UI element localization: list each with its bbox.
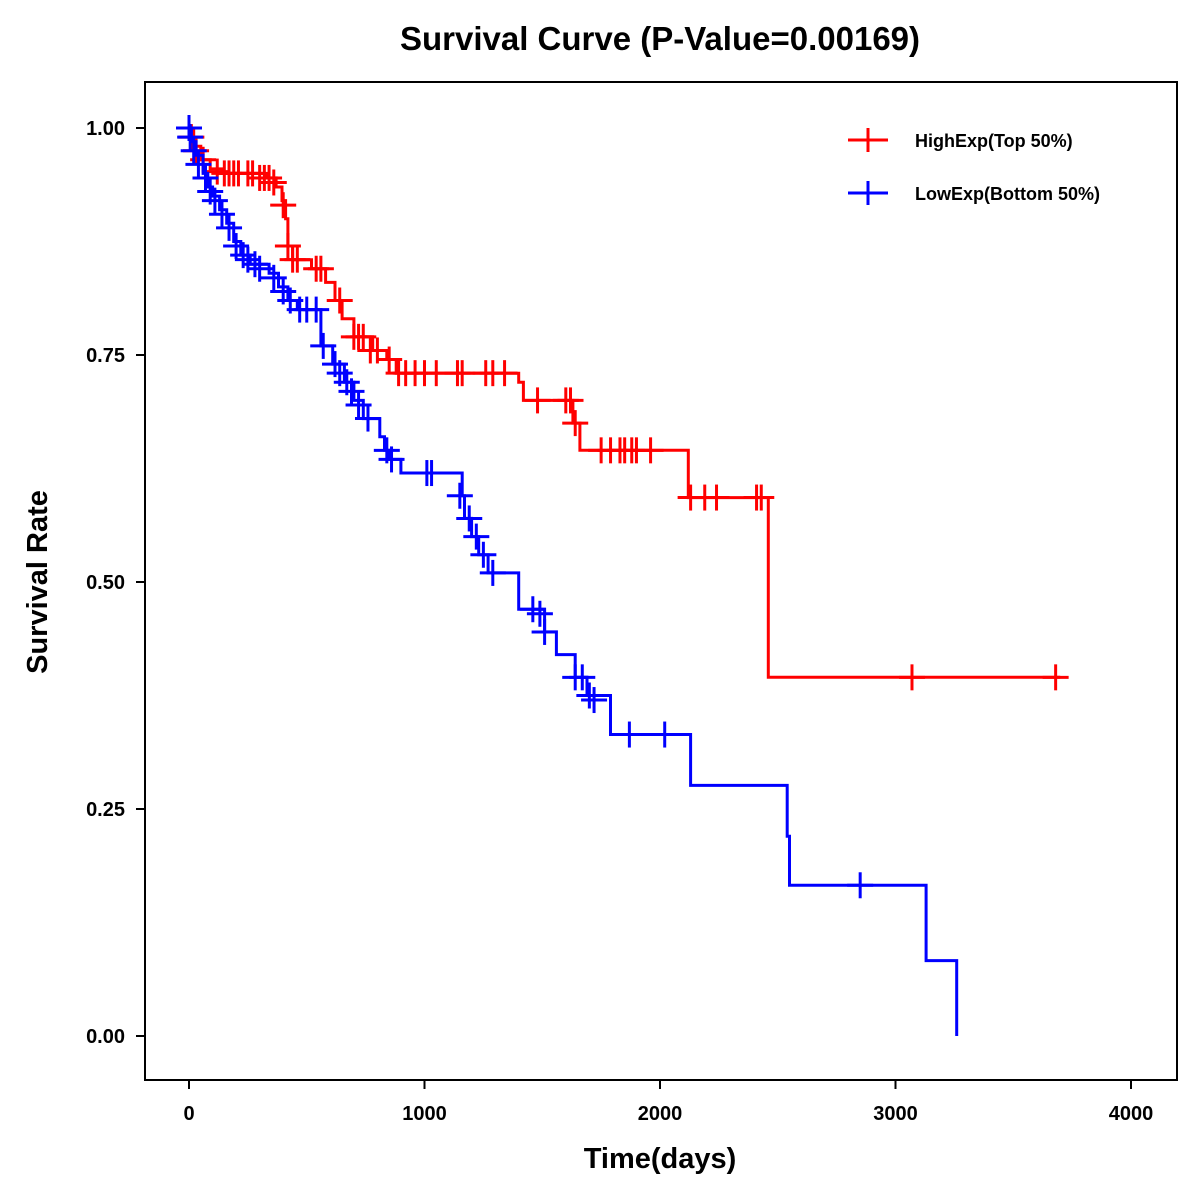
- series-layer: [176, 115, 1069, 1036]
- censor-mark: [204, 158, 231, 185]
- censor-mark: [557, 387, 584, 414]
- censor-mark: [748, 484, 775, 511]
- censor-mark: [491, 360, 518, 387]
- censor-mark: [418, 460, 445, 487]
- censor-mark: [446, 482, 473, 509]
- censor-mark: [479, 559, 506, 586]
- censor-mark: [185, 151, 212, 178]
- censor-mark: [1042, 664, 1069, 691]
- y-tick-label: 0.50: [86, 572, 125, 594]
- y-tick-label: 1.00: [86, 118, 125, 140]
- x-tick-label: 2000: [638, 1103, 683, 1125]
- y-tick-label: 0.75: [86, 345, 125, 367]
- censor-mark: [192, 164, 219, 191]
- x-tick-label: 4000: [1109, 1103, 1154, 1125]
- x-tick-label: 3000: [873, 1103, 918, 1125]
- censor-mark: [326, 287, 353, 314]
- censor-mark: [456, 505, 483, 532]
- censor-mark: [307, 255, 334, 282]
- censor-mark: [847, 872, 874, 899]
- censor-mark: [524, 387, 551, 414]
- censor-mark: [303, 296, 330, 323]
- censor-mark: [270, 192, 297, 219]
- legend-item-high: HighExp(Top 50%): [848, 128, 1073, 152]
- censor-mark: [260, 264, 287, 291]
- censor-mark: [637, 437, 664, 464]
- censor-mark: [216, 214, 243, 241]
- legend-high-label: HighExp(Top 50%): [915, 131, 1073, 151]
- series-high: [176, 115, 1069, 691]
- censor-mark: [576, 682, 603, 709]
- censor-mark: [260, 169, 287, 196]
- censor-mark: [180, 137, 207, 164]
- censor-mark: [898, 664, 925, 691]
- y-axis: 0.00 0.25 0.50 0.75 1.00: [86, 118, 145, 1048]
- y-axis-label: Survival Rate: [22, 490, 54, 674]
- censor-mark: [310, 332, 337, 359]
- censor-mark: [208, 201, 235, 228]
- censor-mark: [376, 346, 403, 373]
- x-tick-label: 1000: [402, 1103, 447, 1125]
- censor-mark: [531, 618, 558, 645]
- censor-mark: [562, 410, 589, 437]
- legend: HighExp(Top 50%) LowExp(Bottom 50%): [848, 128, 1100, 205]
- censor-mark: [581, 687, 608, 714]
- x-tick-label: 0: [183, 1103, 194, 1125]
- censor-mark: [463, 523, 490, 550]
- censor-mark: [246, 255, 273, 282]
- y-tick-label: 0.25: [86, 799, 125, 821]
- censor-mark: [284, 246, 311, 273]
- censor-mark: [338, 378, 365, 405]
- censor-mark: [378, 446, 405, 473]
- censor-mark: [526, 600, 553, 627]
- legend-low-label: LowExp(Bottom 50%): [915, 184, 1100, 204]
- chart-title: Survival Curve (P-Value=0.00169): [400, 20, 920, 57]
- legend-item-low: LowExp(Bottom 50%): [848, 181, 1100, 205]
- x-axis: 0 1000 2000 3000 4000: [183, 1080, 1153, 1125]
- censor-mark: [449, 360, 476, 387]
- censor-mark: [345, 391, 372, 418]
- censor-mark: [569, 664, 596, 691]
- x-axis-label: Time(days): [584, 1143, 737, 1175]
- censor-mark: [350, 323, 377, 350]
- censor-mark: [519, 596, 546, 623]
- censor-mark: [354, 405, 381, 432]
- series-low: [176, 115, 959, 1036]
- censor-mark: [256, 164, 283, 191]
- censor-mark: [239, 160, 266, 187]
- y-tick-label: 0.00: [86, 1026, 125, 1048]
- censor-mark: [241, 251, 268, 278]
- censor-mark: [177, 124, 204, 151]
- censor-mark: [470, 541, 497, 568]
- censor-mark: [703, 484, 730, 511]
- censor-mark: [274, 233, 301, 260]
- censor-mark: [616, 721, 643, 748]
- censor-mark: [651, 721, 678, 748]
- censor-mark: [201, 187, 228, 214]
